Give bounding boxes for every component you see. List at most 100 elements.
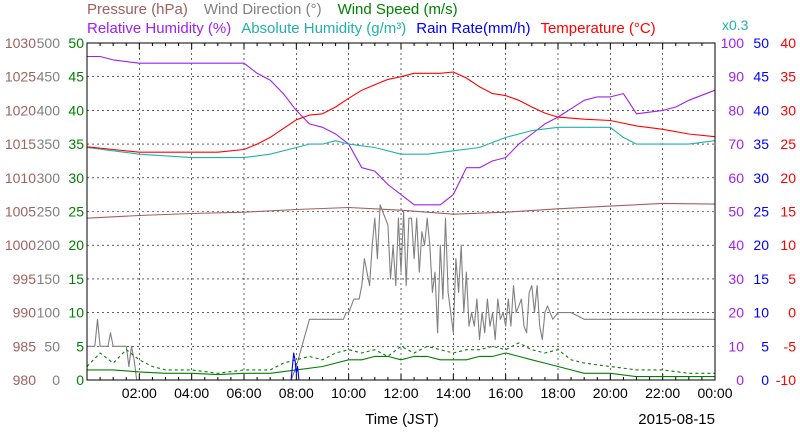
left-tick-label: 990 [13,305,37,321]
left-axes: 9809859909951000100510101015102010251030… [5,35,84,388]
right-axes: 0102030405060708090100051015202530354045… [721,35,797,388]
x-tick-label: 08:00 [279,385,314,401]
right-tick-label: 30 [728,271,744,287]
left-tick-label: 450 [37,69,61,85]
left-tick-label: 5 [76,338,84,354]
x-axis: 02:00 04:00 06:00 08:00 10:00 12:00 14:00 16:00… [122,385,733,401]
legend-entry: Wind Direction (°) [204,1,322,18]
x-axis-label: Time (JST) [365,411,439,428]
legend: Pressure (hPa) Wind Direction (°) Wind Spe… [87,1,749,37]
legend-entry: Pressure (hPa) [87,1,188,18]
left-tick-label: 995 [13,271,37,287]
right-tick-label: 20 [780,170,796,186]
right-tick-label: 20 [728,305,744,321]
right-tick-label: 15 [753,271,769,287]
left-tick-label: 980 [13,372,37,388]
series-line [86,202,716,219]
right-tick-label: 10 [753,305,769,321]
right-tick-label: 40 [780,35,796,51]
x-tick-label: 00:00 [697,385,732,401]
x-tick-label: 12:00 [383,385,418,401]
left-tick-label: 15 [68,271,84,287]
left-tick-label: 50 [44,338,60,354]
left-tick-label: 100 [37,305,61,321]
legend-entry: Relative Humidity (%) [87,20,231,37]
right-tick-label: 5 [761,338,769,354]
right-tick-label: 50 [753,35,769,51]
right-tick-label: 20 [753,237,769,253]
right-tick-label: 90 [728,69,744,85]
x-tick-label: 10:00 [331,385,366,401]
right-tick-label: 10 [780,237,796,253]
series-line [86,126,716,159]
right-tick-label: 80 [728,102,744,118]
right-tick-label: 50 [728,204,744,220]
right-tick-label: 0 [736,372,744,388]
right-tick-label: -10 [776,372,796,388]
left-tick-label: 985 [13,338,37,354]
series-line [86,71,716,153]
left-tick-label: 0 [52,372,60,388]
left-tick-label: 500 [37,35,61,51]
left-tick-label: 40 [68,102,84,118]
right-tick-label: 5 [788,271,796,287]
right-tick-label: 0 [761,372,769,388]
legend-entry: Temperature (°C) [540,20,655,37]
left-tick-label: 35 [68,136,84,152]
right-tick-label: 35 [753,136,769,152]
right-tick-label: -5 [784,338,797,354]
x-tick-label: 20:00 [593,385,628,401]
left-tick-label: 1010 [5,170,36,186]
right-tick-label: 0 [788,305,796,321]
x-tick-label: 06:00 [226,385,261,401]
right-tick-label: 60 [728,170,744,186]
series-line [87,55,716,206]
left-tick-label: 20 [68,237,84,253]
x-tick-label: 18:00 [540,385,575,401]
grid [86,43,716,380]
left-tick-label: 200 [37,237,61,253]
x-tick-label: 16:00 [488,385,523,401]
left-tick-label: 250 [37,204,61,220]
right-tick-label: 40 [728,237,744,253]
x-tick-label: 02:00 [122,385,157,401]
right-tick-label: 15 [780,204,796,220]
left-tick-label: 1000 [5,237,36,253]
right-tick-label: 40 [753,102,769,118]
plot-area [86,55,716,381]
right-tick-label: 70 [728,136,744,152]
left-tick-label: 50 [68,35,84,51]
right-tick-label: 10 [728,338,744,354]
left-tick-label: 30 [68,170,84,186]
legend-scale-note: x0.3 [722,17,749,33]
left-tick-label: 25 [68,204,84,220]
left-tick-label: 1030 [5,35,36,51]
date-label: 2015-08-15 [638,411,715,428]
left-tick-label: 45 [68,69,84,85]
right-tick-label: 45 [753,69,769,85]
left-tick-label: 1020 [5,102,36,118]
left-tick-label: 400 [37,102,61,118]
right-tick-label: 30 [753,170,769,186]
left-tick-label: 1025 [5,69,36,85]
x-tick-label: 04:00 [174,385,209,401]
left-tick-label: 10 [68,305,84,321]
right-tick-label: 25 [780,136,796,152]
right-tick-label: 30 [780,102,796,118]
legend-entry: Absolute Humidity (g/m³) [241,20,406,37]
left-tick-label: 1005 [5,204,36,220]
left-tick-label: 1015 [5,136,36,152]
plot-frame [86,42,716,381]
right-tick-label: 35 [780,69,796,85]
left-tick-label: 350 [37,136,61,152]
series-line [87,204,715,381]
right-tick-label: 100 [721,35,745,51]
left-tick-label: 300 [37,170,61,186]
right-tick-label: 25 [753,204,769,220]
legend-entry: Wind Speed (m/s) [338,1,458,18]
series-line [86,342,715,374]
series-line [87,352,715,378]
series-line [87,352,715,381]
x-tick-label: 14:00 [436,385,471,401]
